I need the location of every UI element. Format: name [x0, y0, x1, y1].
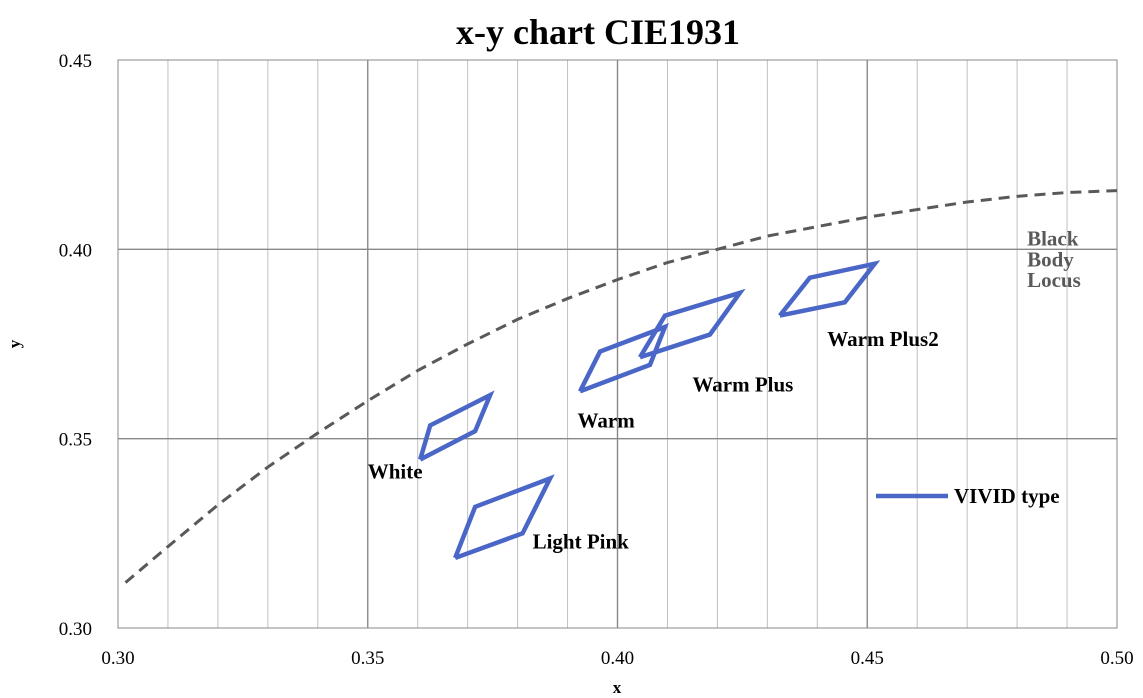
annotation-label: Warm	[578, 408, 636, 432]
y-tick-label: 0.35	[59, 430, 92, 451]
region-warm-plus2	[778, 260, 881, 318]
plot-area-border	[117, 59, 1118, 629]
annotation-label: White	[368, 459, 423, 483]
region-warm-plus	[638, 288, 746, 360]
region-light-pink	[453, 474, 555, 561]
annotation-label: Light Pink	[533, 529, 630, 553]
x-tick-label: 0.35	[351, 648, 384, 669]
x-tick-label: 0.40	[601, 648, 634, 669]
x-tick-label: 0.50	[1100, 648, 1133, 669]
x-axis-label: x	[613, 678, 622, 697]
x-tick-label: 0.45	[851, 648, 884, 669]
annotation-label: Locus	[1027, 268, 1081, 292]
annotation-label: Warm Plus	[692, 372, 793, 396]
legend-label: VIVID type	[954, 484, 1060, 508]
grid	[118, 60, 1117, 628]
y-tick-label: 0.30	[59, 619, 92, 640]
annotation-label: Warm Plus2	[827, 327, 938, 351]
y-tick-labels: 0.30 0.35 0.40 0.45	[59, 51, 92, 640]
annotation-label: Black	[1027, 227, 1079, 251]
y-tick-label: 0.45	[59, 51, 92, 72]
annotation-layer: White Light Pink Warm Warm Plus Warm Plus2 Bl…	[368, 227, 1081, 554]
annotation-label: Body	[1027, 247, 1074, 271]
x-tick-label: 0.30	[101, 648, 134, 669]
x-tick-labels: 0.30 0.35 0.40 0.45 0.50	[101, 648, 1133, 669]
series-layer	[418, 260, 881, 561]
chart-title: x-y chart CIE1931	[456, 12, 740, 52]
region-white	[418, 390, 495, 462]
y-tick-label: 0.40	[59, 240, 92, 261]
y-axis-label: y	[5, 339, 24, 348]
region-warm	[578, 323, 669, 394]
black-body-locus-line	[124, 189, 1118, 584]
legend: VIVID type	[876, 484, 1060, 508]
locus-layer	[124, 189, 1118, 584]
